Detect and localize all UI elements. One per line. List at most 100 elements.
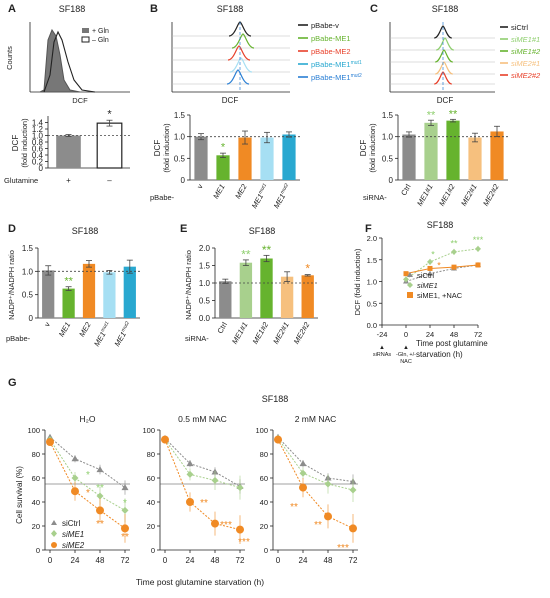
- x-axis-label: starvation (h): [416, 350, 463, 359]
- data-point: [236, 484, 244, 492]
- bar: [260, 258, 273, 318]
- significance-star: *: [123, 498, 127, 509]
- significance-star: **: [427, 109, 436, 121]
- data-point: [186, 498, 194, 506]
- annotation-nac: NAC: [400, 359, 412, 365]
- data-point: [403, 271, 409, 277]
- series-line: [49, 441, 126, 529]
- data-point: [427, 265, 433, 271]
- data-point: [186, 470, 194, 478]
- y-tick-label: 1.5: [382, 111, 394, 120]
- data-point: [349, 486, 357, 494]
- significance-star: *: [86, 470, 90, 481]
- x-tick-label: ME1mut2: [272, 182, 293, 210]
- subplot-title: 0.5 mM NAC: [178, 414, 227, 424]
- y-tick-label: 1.0: [367, 278, 377, 287]
- bar-y-label: (fold induction): [368, 123, 377, 173]
- legend-label: siME2#2: [511, 71, 541, 80]
- series-line: [164, 438, 241, 487]
- x-tick-label: 48: [324, 556, 333, 565]
- data-point: [403, 276, 409, 283]
- x-tick-label: ME1: [211, 183, 227, 201]
- legend-marker: [51, 530, 57, 537]
- bar: [82, 263, 96, 318]
- x-tick-label: ME1: [57, 321, 73, 339]
- y-axis-label: DCF (fold induction): [353, 248, 362, 315]
- bar-y-label: DCF: [359, 140, 368, 157]
- y-tick-label: 20: [260, 522, 268, 531]
- panel-letter-e: E: [180, 223, 187, 235]
- panel-d-title: SF188: [72, 226, 99, 236]
- x-tick-label: ME1#2: [437, 182, 457, 208]
- significance-star: **: [96, 483, 104, 494]
- y-tick-label: 1.5: [199, 262, 211, 271]
- data-point: [324, 512, 332, 521]
- arrow-marker: ▲: [379, 345, 385, 351]
- y-tick-label: 1.4: [32, 119, 44, 128]
- y-tick-label: 0: [151, 546, 155, 555]
- bar: [123, 266, 136, 318]
- x-axis-label: Time post glutamine: [416, 339, 488, 348]
- x-tick-label: 72: [474, 330, 482, 339]
- x-axis-label: Time post glutamine starvation (h): [136, 577, 264, 587]
- row-label: pBabe-: [150, 193, 175, 202]
- significance-star: *: [86, 488, 90, 499]
- bar: [216, 155, 230, 180]
- bar: [219, 281, 232, 318]
- y-tick-label: 40: [32, 498, 40, 507]
- panel-letter-b: B: [150, 3, 158, 15]
- significance-star: **: [96, 519, 104, 530]
- y-tick-label: 0.6: [32, 145, 44, 154]
- legend-marker: [407, 292, 413, 298]
- data-point: [274, 435, 282, 444]
- data-point: [299, 469, 307, 477]
- bar-y-label: DCF: [153, 140, 162, 157]
- x-tick-label: ME1mut1: [92, 320, 113, 348]
- row-label: siRNA-: [363, 193, 387, 202]
- row-label: siRNA-: [185, 334, 209, 343]
- x-tick-label: ME1mut2: [112, 320, 133, 348]
- bar: [446, 120, 460, 180]
- y-tick-label: 0: [181, 176, 186, 185]
- significance-star: **: [262, 243, 272, 257]
- y-tick-label: 0: [389, 176, 394, 185]
- x-tick-label: Ctrl: [215, 320, 229, 335]
- x-tick-label: ME1#1: [415, 183, 435, 208]
- legend-label: pBabe-ME1: [311, 34, 351, 43]
- panel-f-title: SF188: [427, 220, 454, 230]
- bar: [42, 270, 55, 318]
- x-tick-label: ME2#2: [481, 182, 501, 208]
- x-tick-label: 48: [96, 556, 105, 565]
- hist-x-label: DCF: [437, 96, 454, 105]
- legend-label: siME1: [62, 530, 84, 539]
- data-point: [299, 460, 307, 467]
- panel-b-title: SF188: [217, 4, 244, 14]
- data-point: [349, 524, 357, 533]
- significance-star: ***: [238, 537, 250, 548]
- y-tick-label: 0.0: [199, 314, 211, 323]
- significance-star: **: [449, 109, 458, 121]
- data-point: [427, 258, 433, 265]
- significance-star: *: [431, 250, 435, 260]
- data-point: [324, 480, 332, 488]
- significance-star: ***: [220, 520, 232, 531]
- bar-y-label: DCF: [11, 135, 20, 152]
- y-tick-label: 1.5: [174, 111, 186, 120]
- y-tick-label: 1.0: [174, 133, 186, 142]
- panel-c-title: SF188: [432, 4, 459, 14]
- y-tick-label: 20: [32, 522, 40, 531]
- x-tick-label: Ctrl: [399, 182, 413, 197]
- hist-curve: [434, 25, 452, 39]
- subplot-title: 2 mM NAC: [295, 414, 337, 424]
- y-tick-label: 1.2: [32, 125, 44, 134]
- data-point: [451, 264, 457, 270]
- significance-star: **: [314, 520, 322, 531]
- legend-label: siME1#2: [511, 47, 541, 56]
- legend-marker: [407, 282, 413, 288]
- bar: [194, 136, 208, 180]
- series-line: [405, 264, 479, 275]
- y-tick-label: 80: [260, 450, 268, 459]
- y-tick-label: 80: [32, 450, 40, 459]
- data-point: [96, 492, 104, 500]
